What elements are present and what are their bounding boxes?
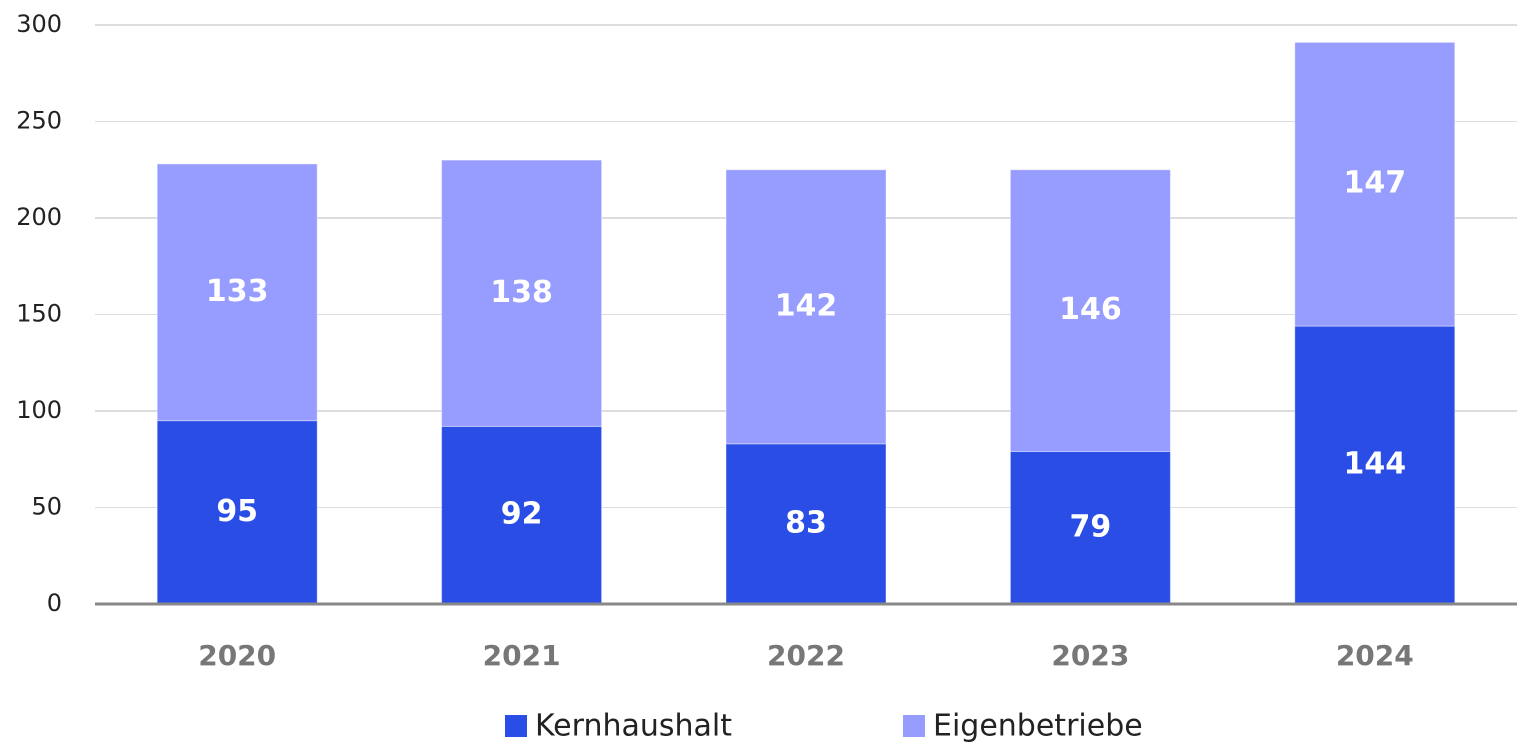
bar-segment — [1009, 451, 1171, 605]
bar-segment — [725, 443, 887, 605]
legend-swatch — [903, 715, 925, 737]
x-tick-label: 2020 — [198, 639, 276, 672]
y-tick-label: 250 — [16, 107, 62, 135]
data-label: 133 — [206, 274, 269, 309]
y-tick-label: 100 — [16, 396, 62, 424]
legend-swatch — [505, 715, 527, 737]
legend-label: Eigenbetriebe — [933, 709, 1143, 744]
y-tick-label: 300 — [16, 10, 62, 38]
data-label: 138 — [490, 275, 553, 310]
bar-segment — [441, 425, 603, 605]
bar-segment — [156, 420, 318, 605]
y-tick-label: 200 — [16, 203, 62, 231]
data-label: 95 — [216, 494, 258, 529]
y-tick-label: 0 — [47, 589, 62, 617]
y-tick-label: 50 — [31, 493, 62, 521]
data-label: 144 — [1343, 447, 1406, 482]
x-tick-label: 2023 — [1051, 639, 1129, 672]
legend-label: Kernhaushalt — [535, 709, 732, 744]
x-tick-label: 2024 — [1336, 639, 1414, 672]
bar-segment — [441, 159, 603, 427]
x-tick-label: 2022 — [767, 639, 845, 672]
bar-segment — [1294, 41, 1456, 327]
data-label: 92 — [501, 497, 543, 532]
bar-segment — [156, 163, 318, 422]
data-label: 142 — [775, 288, 838, 323]
data-label: 146 — [1059, 292, 1122, 327]
bar-segment — [725, 169, 887, 445]
data-label: 79 — [1070, 509, 1112, 544]
data-label: 147 — [1343, 166, 1406, 201]
bar-segment — [1009, 169, 1171, 453]
x-tick-label: 2021 — [483, 639, 561, 672]
data-label: 83 — [785, 505, 827, 540]
y-tick-label: 150 — [16, 300, 62, 328]
